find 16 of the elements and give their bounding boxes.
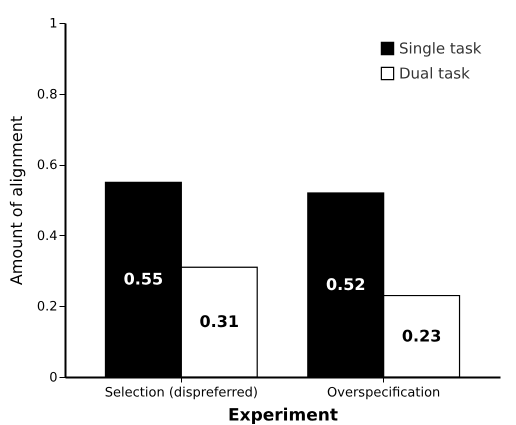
legend-label: Single task [399,40,482,58]
y-tick-label: 0 [49,370,58,386]
y-axis-title: Amount of alignment [6,116,26,286]
x-tick-label: Selection (dispreferred) [104,386,258,400]
y-tick-label: 0.4 [36,228,58,244]
x-axis-title: Experiment [228,406,338,425]
y-tick-label: 0.8 [36,87,58,102]
data-label: 0.55 [124,270,164,289]
data-label: 0.31 [200,312,240,332]
data-label: 0.52 [326,274,366,294]
y-tick-label: 0.6 [36,158,58,174]
y-tick-label: 1 [49,16,58,32]
x-tick-label: Overspecification [327,386,440,400]
data-label: 0.23 [402,326,442,346]
legend-label: Dual task [399,64,470,82]
y-tick-label: 0.2 [36,300,58,315]
